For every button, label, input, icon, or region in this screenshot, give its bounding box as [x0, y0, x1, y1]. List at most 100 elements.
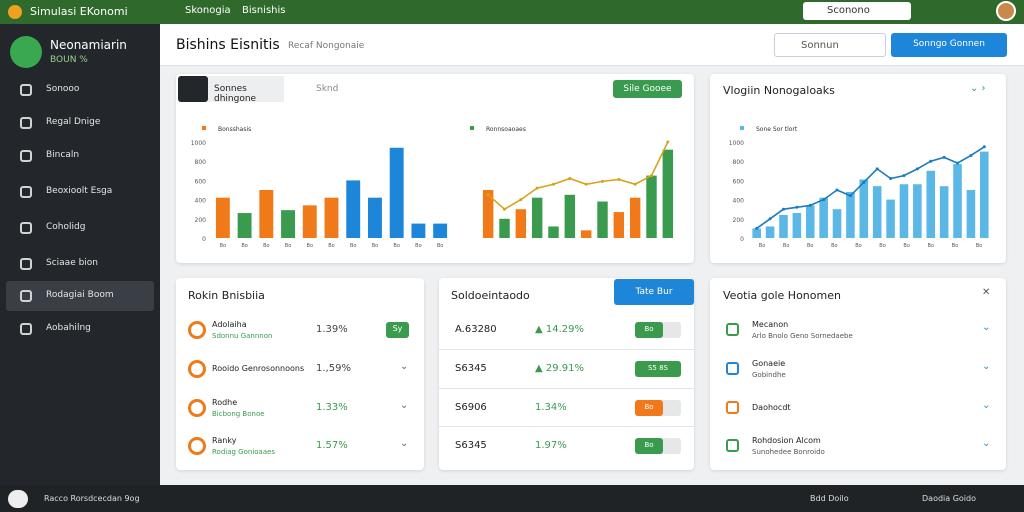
point [808, 203, 812, 207]
tab-icon[interactable] [178, 76, 208, 102]
divider [439, 349, 694, 350]
bar [819, 197, 828, 238]
avatar[interactable] [996, 1, 1016, 21]
row-value: S6345 [455, 440, 487, 451]
nav-item[interactable]: Regal Dnige [46, 117, 101, 127]
toggle[interactable]: S5 8S [635, 361, 681, 377]
point [755, 226, 759, 230]
row-sub: Bicbong Bonoe [212, 410, 265, 418]
action-button[interactable]: Sile Gooee [613, 80, 682, 98]
row-value: S6345 [455, 363, 487, 374]
bar [237, 213, 252, 238]
bar [872, 186, 882, 238]
bar [886, 199, 895, 238]
footer-link[interactable]: Daodia Goido [922, 494, 976, 503]
chevron[interactable]: ⌄ [982, 400, 991, 411]
toggle[interactable]: Bo [635, 438, 681, 454]
nav-item[interactable]: Rodagiai Boom [46, 290, 114, 300]
x-tick-label: Bo [928, 243, 935, 249]
row-name: Rooido Genrosonnoons [212, 364, 305, 373]
row-name: Daohocdt [752, 403, 791, 412]
chevron[interactable]: ⌄ [982, 322, 991, 333]
card-button[interactable]: Tate Bur [614, 279, 694, 305]
chevron[interactable]: ⌄ [400, 438, 409, 449]
y-tick-label: 600 [195, 178, 207, 185]
nav-item[interactable]: Bincaln [46, 150, 80, 160]
tag: S5 8S [635, 361, 681, 377]
nav-item[interactable]: Beoxioolt Esga [46, 186, 113, 196]
nav-item[interactable]: Aobahilng [46, 323, 91, 333]
x-tick-label: Bo [393, 243, 400, 249]
legend-swatch [202, 126, 206, 130]
page-title: Bishins Eisnitis [176, 37, 280, 53]
x-tick-label: Bo [976, 243, 983, 249]
row-sub: Rodiag Gonioaaes [212, 448, 276, 456]
line [487, 141, 669, 211]
page-subtitle: Recaf Nongonaie [288, 41, 365, 51]
bar [531, 197, 543, 238]
badge[interactable]: Sy [386, 322, 409, 338]
row-sub: Arlo Bnolo Geno Sornedaebe [752, 332, 853, 340]
point [875, 167, 879, 171]
nav-item[interactable]: Sciaae bion [46, 258, 99, 268]
chevron[interactable]: ⌄ [982, 438, 991, 449]
point [584, 182, 588, 186]
bar [913, 184, 922, 238]
row-name: Rodhe [212, 398, 238, 407]
toggle[interactable]: Bo [635, 322, 681, 338]
bar [805, 205, 815, 238]
point [848, 194, 852, 198]
tab[interactable]: Skonogia [185, 5, 231, 16]
row-value: 1.39% [316, 324, 348, 335]
toggle[interactable]: Bo [635, 400, 681, 416]
bar [564, 194, 576, 238]
bar [662, 149, 674, 238]
nav-icon [20, 222, 32, 234]
nav-icon [20, 186, 32, 198]
search[interactable]: Sknd [316, 84, 339, 94]
tab[interactable]: Bisnishis [242, 5, 286, 16]
point [781, 207, 785, 211]
bar [597, 201, 608, 238]
card-title: Rokin Bnisbiia [188, 289, 265, 302]
point [822, 198, 826, 202]
x-tick-label: Bo [807, 243, 814, 249]
bar [499, 218, 510, 238]
primary-button[interactable]: Sonngo Gonnen [891, 33, 1007, 57]
close[interactable]: ✕ [982, 287, 991, 298]
chevron[interactable]: ⌄ [400, 361, 409, 372]
chevron[interactable]: ⌄ › [970, 83, 986, 94]
row-name: Adolaiha [212, 320, 247, 329]
nav-item[interactable]: Coholidg [46, 222, 86, 232]
nav-item[interactable]: Sonooo [46, 84, 80, 94]
bar [368, 197, 382, 238]
tag: Bo [635, 400, 663, 416]
y-tick-label: 400 [195, 198, 207, 205]
chevron[interactable]: ⌄ [982, 361, 991, 372]
search-box[interactable]: Sonnun [774, 33, 886, 57]
footer-link[interactable]: Bdd Doilo [810, 494, 849, 503]
row-value: A.63280 [455, 324, 497, 335]
app-title: Simulasi EKonomi [30, 5, 128, 18]
bar [646, 175, 657, 238]
bar [926, 170, 936, 238]
footer-icon [8, 490, 28, 508]
point [982, 145, 986, 149]
tab[interactable]: Sonnes dhingone [208, 76, 284, 104]
point [519, 198, 523, 202]
x-tick-label: Bo [437, 243, 444, 249]
x-tick-label: Bo [831, 243, 838, 249]
chevron[interactable]: ⌄ [400, 400, 409, 411]
x-tick-label: Bo [220, 243, 227, 249]
bar [779, 214, 788, 238]
search-box[interactable]: Sconono [803, 2, 911, 20]
tag: Bo [635, 438, 663, 454]
x-tick-label: Bo [307, 243, 314, 249]
point [835, 188, 839, 192]
row-sub: Sdonnu Gannnon [212, 332, 273, 340]
row-icon [726, 439, 739, 452]
row-name: Mecanon [752, 320, 789, 329]
bar [346, 180, 361, 238]
y-tick-label: 600 [733, 178, 745, 185]
bar [215, 197, 230, 238]
